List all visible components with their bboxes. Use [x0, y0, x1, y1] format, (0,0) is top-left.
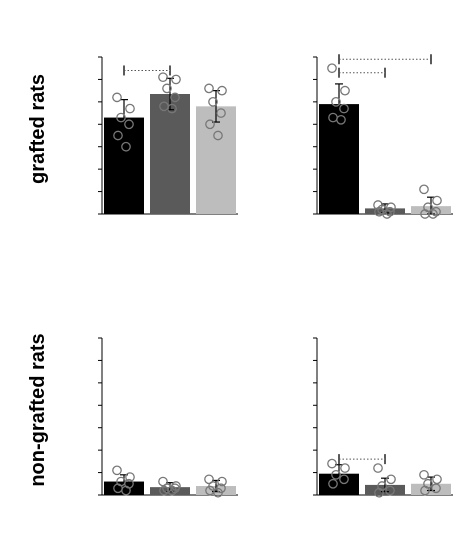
panels	[98, 54, 453, 498]
data-point	[112, 465, 122, 476]
data-point	[170, 483, 180, 494]
data-point	[121, 485, 131, 496]
data-point	[340, 85, 350, 96]
data-point	[217, 476, 227, 487]
data-point	[213, 130, 223, 141]
data-point	[112, 92, 122, 103]
bar-1	[319, 473, 359, 495]
data-point	[385, 206, 395, 217]
data-point	[213, 487, 223, 498]
row-label-grafted: grafted rats	[27, 74, 49, 184]
data-point	[336, 114, 346, 125]
data-point	[171, 74, 181, 85]
data-point	[331, 469, 341, 480]
data-point	[124, 119, 134, 130]
data-point	[167, 103, 177, 114]
data-point	[125, 472, 135, 482]
data-point	[385, 485, 395, 496]
data-point	[116, 112, 126, 123]
data-point	[386, 474, 396, 485]
panel-d	[313, 337, 453, 498]
data-point	[339, 103, 349, 114]
bar-3	[196, 106, 236, 214]
data-point	[431, 206, 441, 217]
data-point	[125, 103, 135, 114]
data-point	[373, 463, 383, 473]
data-point	[208, 97, 218, 107]
data-point	[420, 485, 430, 496]
data-point	[204, 83, 214, 94]
data-point	[327, 458, 337, 469]
data-point	[419, 184, 429, 195]
panel-c	[98, 337, 238, 498]
data-point	[167, 485, 177, 496]
data-point	[428, 209, 438, 219]
data-point	[121, 141, 131, 152]
data-point	[328, 478, 338, 489]
data-point	[339, 474, 349, 485]
data-point	[158, 72, 168, 83]
data-point	[217, 85, 227, 96]
data-point	[432, 195, 442, 206]
data-point	[432, 474, 442, 485]
row-label-non-grafted: non-grafted rats	[27, 333, 49, 486]
data-point	[340, 463, 350, 473]
data-point	[382, 209, 392, 219]
panel-b	[313, 54, 453, 219]
bar-2	[150, 94, 190, 214]
data-point	[113, 130, 123, 141]
data-point	[327, 63, 337, 74]
panel-a	[98, 56, 238, 215]
data-point	[170, 92, 180, 103]
data-point	[205, 119, 215, 130]
data-point	[162, 83, 172, 94]
data-point	[374, 487, 384, 498]
data-point	[419, 469, 429, 480]
data-point	[216, 108, 226, 118]
data-point	[431, 483, 441, 494]
data-point	[331, 97, 341, 107]
